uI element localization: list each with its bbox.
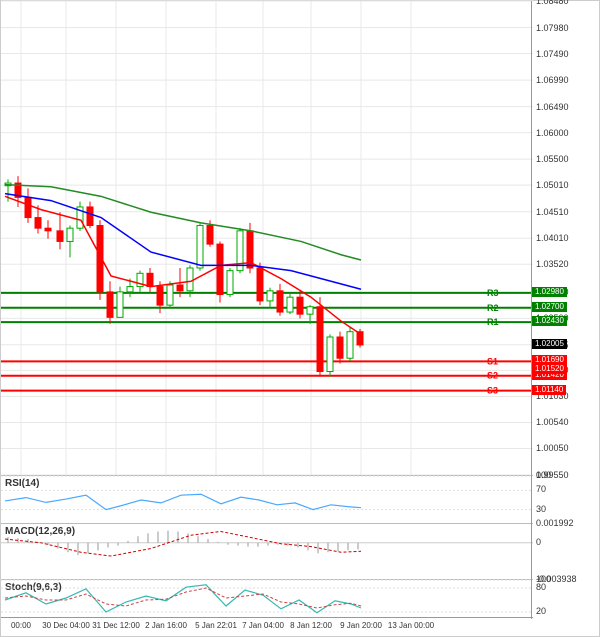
rsi-panel[interactable]: RSI(14)	[1, 475, 533, 523]
stoch-svg	[1, 580, 533, 620]
price-svg: R3 R2 R1 S1 S2 S3	[1, 1, 533, 475]
svg-text:S3: S3	[487, 386, 498, 396]
macd-svg	[1, 524, 533, 580]
rsi-svg	[1, 476, 533, 524]
y-axis: 0.995501.000501.005401.010301.015201.020…	[531, 1, 599, 619]
svg-text:R3: R3	[487, 288, 499, 298]
svg-text:R1: R1	[487, 317, 499, 327]
svg-text:S1: S1	[487, 356, 498, 366]
macd-panel[interactable]: MACD(12,26,9)	[1, 523, 533, 579]
x-axis: 00:0030 Dec 04:0031 Dec 12:002 Jan 16:00…	[1, 617, 533, 636]
price-panel[interactable]: R3 R2 R1 S1 S2 S3	[1, 1, 533, 475]
svg-text:R2: R2	[487, 303, 499, 313]
stoch-panel[interactable]: Stoch(9,6,3)	[1, 579, 533, 619]
trading-chart-container: R3 R2 R1 S1 S2 S3 RSI(14) MACD(12,26,9) Stoch…	[0, 0, 600, 637]
svg-text:S2: S2	[487, 371, 498, 381]
